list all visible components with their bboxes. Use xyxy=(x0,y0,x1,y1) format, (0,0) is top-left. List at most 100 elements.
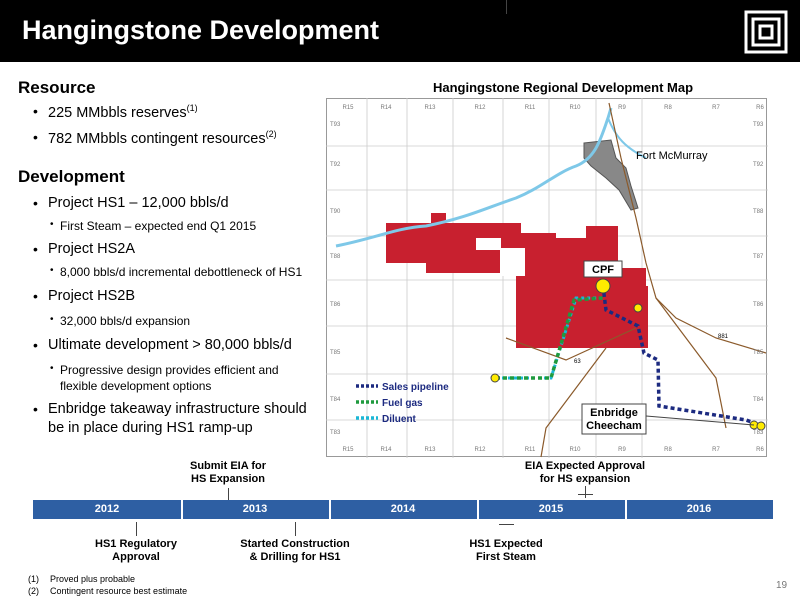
timeline-divider xyxy=(477,500,479,519)
range-label: R13 xyxy=(424,447,436,453)
sub-bullet: Progressive design provides efficient an… xyxy=(60,363,279,377)
timeline-bar xyxy=(33,500,773,519)
range-label: R8 xyxy=(664,447,672,453)
timeline-year: 2013 xyxy=(242,503,268,515)
map-label: Fort McMurray xyxy=(636,150,708,162)
legend-label: Diluent xyxy=(382,414,417,425)
map-title: Hangingstone Regional Development Map xyxy=(433,80,694,95)
bullet: Project HS2A xyxy=(48,241,136,257)
bullet: be in place during HS1 ramp-up xyxy=(48,420,253,436)
timeline-label: HS Expansion xyxy=(191,473,265,485)
bullet: 782 MMbbls contingent resources(2) xyxy=(48,129,277,147)
timeline-label: First Steam xyxy=(476,551,536,563)
timeline-year: 2014 xyxy=(390,503,416,515)
range-label: R7 xyxy=(712,447,720,453)
township-label: T83 xyxy=(753,430,764,436)
range-label: R6 xyxy=(756,105,764,111)
bullet: Project HS2B xyxy=(48,288,136,304)
sub-bullet: 8,000 bbls/d incremental debottleneck of… xyxy=(60,265,303,279)
bullet-mark: • xyxy=(33,129,38,145)
bullet-mark: • xyxy=(33,195,38,211)
township-label: T90 xyxy=(330,209,341,215)
timeline-label: HS1 Regulatory xyxy=(95,538,177,550)
range-label: R10 xyxy=(569,447,581,453)
map-label: Enbridge xyxy=(590,407,638,419)
range-label: R15 xyxy=(342,105,354,111)
section-heading: Development xyxy=(18,167,125,186)
sub-bullet-mark: • xyxy=(50,265,54,276)
timeline-label: EIA Expected Approval xyxy=(524,460,646,472)
timeline-label: Started Construction xyxy=(240,538,350,550)
township-label: T88 xyxy=(753,209,764,215)
range-label: R11 xyxy=(525,447,536,453)
road-label: 63 xyxy=(574,359,581,365)
range-label: R10 xyxy=(569,105,581,111)
road-label: 881 xyxy=(718,334,729,340)
footnote: Proved plus probable xyxy=(50,574,136,584)
sub-bullet: First Steam – expected end Q1 2015 xyxy=(60,219,257,233)
sub-bullet-mark: • xyxy=(50,219,54,230)
timeline-label: HS1 Expected xyxy=(469,538,543,550)
page-number: 19 xyxy=(776,580,788,591)
sub-bullet: flexible development options xyxy=(60,379,212,393)
timeline-tick-bar xyxy=(578,494,593,495)
bullet: Ultimate development > 80,000 bbls/d xyxy=(48,337,292,353)
township-label: T93 xyxy=(330,122,341,128)
township-label: T88 xyxy=(330,254,341,260)
footnote: Contingent resource best estimate xyxy=(50,586,188,596)
township-label: T85 xyxy=(330,350,341,356)
bullet-mark: • xyxy=(33,103,38,119)
range-label: R8 xyxy=(664,105,672,111)
footnote-num: (1) xyxy=(28,574,39,584)
township-label: T86 xyxy=(330,302,341,308)
bullet-mark: • xyxy=(33,241,38,257)
range-label: R14 xyxy=(380,105,392,111)
township-label: T85 xyxy=(753,350,764,356)
footnote-num: (2) xyxy=(28,586,39,596)
timeline-label: Approval xyxy=(112,551,160,563)
sub-bullet-mark: • xyxy=(50,314,54,325)
bullet-mark: • xyxy=(33,401,38,417)
range-label: R6 xyxy=(756,447,764,453)
header-bar xyxy=(0,0,800,62)
bullet: 225 MMbbls reserves(1) xyxy=(48,103,198,121)
map-label: CPF xyxy=(592,264,614,276)
range-label: R7 xyxy=(712,105,720,111)
timeline-divider xyxy=(181,500,183,519)
timeline-label: for HS expansion xyxy=(539,473,631,485)
sub-bullet-mark: • xyxy=(50,363,54,374)
township-label: T84 xyxy=(753,397,764,403)
bullet-mark: • xyxy=(33,337,38,353)
timeline-divider xyxy=(625,500,627,519)
title: Hangingstone Development xyxy=(22,15,380,45)
bullet: Enbridge takeaway infrastructure should xyxy=(48,401,307,417)
timeline-tick xyxy=(136,522,137,536)
timeline-tick-bar xyxy=(499,524,514,525)
township-label: T87 xyxy=(753,254,764,260)
timeline-tick xyxy=(295,522,296,536)
township-label: T86 xyxy=(753,302,764,308)
timeline-divider xyxy=(329,500,331,519)
range-label: R11 xyxy=(525,105,536,111)
timeline-year: 2012 xyxy=(94,503,120,515)
township-label: T83 xyxy=(330,430,341,436)
map-label: Cheecham xyxy=(586,420,642,432)
logo xyxy=(744,10,788,54)
legend-label: Sales pipeline xyxy=(382,382,449,393)
timeline-year: 2016 xyxy=(686,503,712,515)
map: Fort McMurray CPF Enbridge Cheecham 881 … xyxy=(326,98,768,458)
timeline-label: & Drilling for HS1 xyxy=(249,551,341,563)
superscript: (2) xyxy=(265,129,277,139)
range-label: R9 xyxy=(618,447,626,453)
sub-bullet: 32,000 bbls/d expansion xyxy=(60,314,191,328)
legend-label: Fuel gas xyxy=(382,398,423,409)
section-heading: Resource xyxy=(18,78,96,97)
timeline-tick xyxy=(228,488,229,500)
range-label: R9 xyxy=(618,105,626,111)
range-label: R15 xyxy=(342,447,354,453)
township-label: T93 xyxy=(753,122,764,128)
range-label: R13 xyxy=(424,105,436,111)
bullet-mark: • xyxy=(33,288,38,304)
timeline-tick xyxy=(585,486,586,498)
timeline-tick xyxy=(506,0,507,14)
